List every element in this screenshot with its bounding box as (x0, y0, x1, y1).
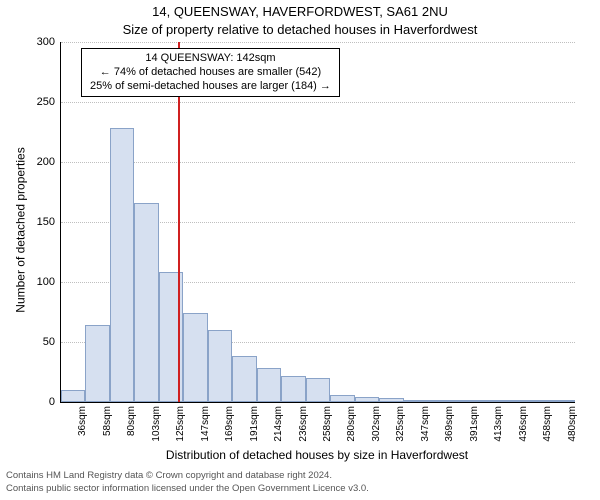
gridline (61, 42, 575, 43)
bar (330, 395, 354, 402)
y-tick-label: 0 (49, 396, 55, 408)
bar (208, 330, 232, 402)
x-tick-label: 413sqm (493, 406, 504, 442)
x-tick-label: 458sqm (542, 406, 553, 442)
x-tick-label: 191sqm (249, 406, 260, 442)
x-tick-label: 236sqm (298, 406, 309, 442)
bar (379, 398, 403, 402)
annotation-box: 14 QUEENSWAY: 142sqm ← 74% of detached h… (81, 48, 340, 97)
x-tick-label: 436sqm (518, 406, 529, 442)
x-tick-label: 302sqm (371, 406, 382, 442)
bar (526, 400, 550, 402)
y-tick-label: 250 (37, 96, 55, 108)
bar (428, 400, 452, 402)
y-tick-label: 150 (37, 216, 55, 228)
chart-title: 14, QUEENSWAY, HAVERFORDWEST, SA61 2NU (0, 4, 600, 19)
bar (85, 325, 109, 402)
bar (61, 390, 85, 402)
x-tick-label: 103sqm (151, 406, 162, 442)
y-tick-label: 200 (37, 156, 55, 168)
x-tick-label: 169sqm (224, 406, 235, 442)
bar (477, 400, 501, 402)
x-tick-label: 147sqm (200, 406, 211, 442)
x-tick-label: 214sqm (273, 406, 284, 442)
bar (453, 400, 477, 402)
bar (110, 128, 134, 402)
footer-line-2: Contains public sector information licen… (6, 483, 369, 494)
y-tick-label: 300 (37, 36, 55, 48)
x-tick-label: 80sqm (126, 406, 137, 436)
bar (404, 400, 428, 402)
annotation-line-3: 25% of semi-detached houses are larger (… (90, 80, 331, 94)
bar (232, 356, 256, 402)
chart-subtitle: Size of property relative to detached ho… (0, 22, 600, 37)
x-tick-label: 125sqm (175, 406, 186, 442)
annotation-line-2: ← 74% of detached houses are smaller (54… (90, 66, 331, 80)
x-tick-label: 369sqm (444, 406, 455, 442)
gridline (61, 162, 575, 163)
y-tick-label: 50 (43, 336, 55, 348)
chart-container: 14, QUEENSWAY, HAVERFORDWEST, SA61 2NU S… (0, 0, 600, 500)
x-axis-label: Distribution of detached houses by size … (60, 448, 574, 462)
bar (355, 397, 379, 402)
x-tick-label: 480sqm (567, 406, 578, 442)
bar (183, 313, 207, 402)
footer-line-1: Contains HM Land Registry data © Crown c… (6, 470, 332, 481)
x-tick-label: 58sqm (102, 406, 113, 436)
x-tick-label: 36sqm (77, 406, 88, 436)
bar (502, 400, 526, 402)
x-tick-label: 325sqm (395, 406, 406, 442)
x-tick-label: 280sqm (346, 406, 357, 442)
y-axis-label-wrap: Number of detached properties (14, 0, 28, 460)
bar (281, 376, 305, 402)
x-tick-label: 391sqm (469, 406, 480, 442)
y-axis-label: Number of detached properties (14, 147, 28, 312)
bar (134, 203, 158, 402)
bar (551, 400, 575, 402)
gridline (61, 102, 575, 103)
x-tick-label: 347sqm (420, 406, 431, 442)
plot-area: 05010015020025030036sqm58sqm80sqm103sqm1… (60, 42, 575, 403)
y-tick-label: 100 (37, 276, 55, 288)
bar (257, 368, 281, 402)
bar (306, 378, 330, 402)
x-tick-label: 258sqm (322, 406, 333, 442)
annotation-line-1: 14 QUEENSWAY: 142sqm (90, 52, 331, 66)
